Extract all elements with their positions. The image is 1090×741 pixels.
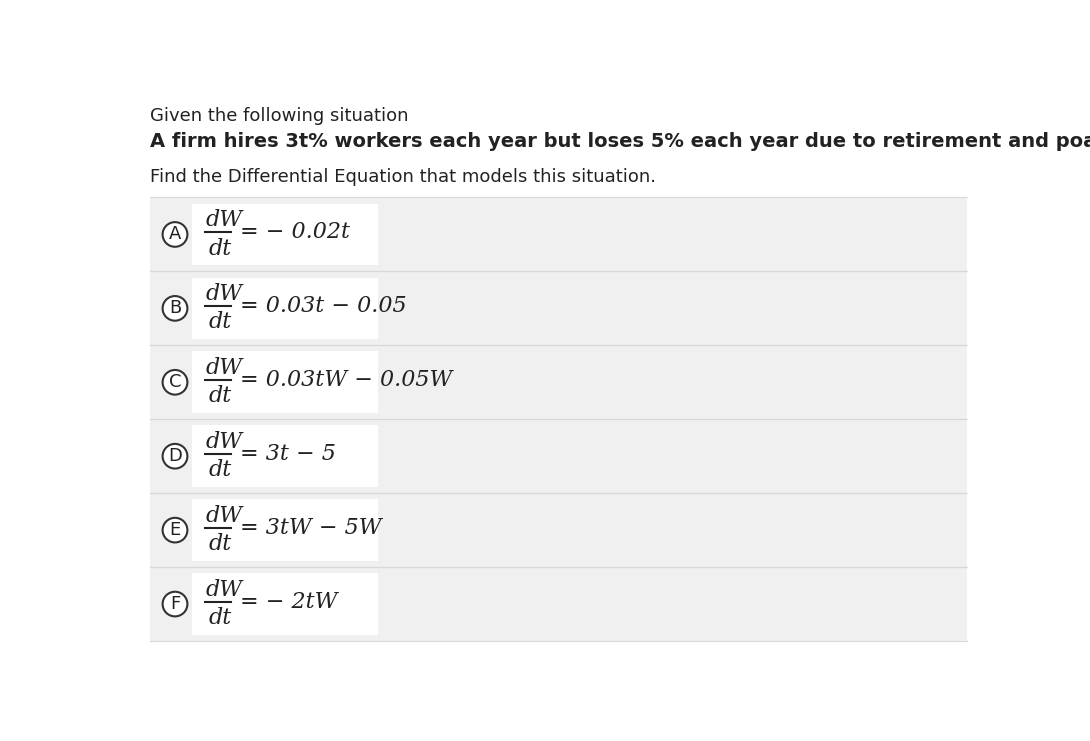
Text: F: F [170, 595, 180, 613]
FancyBboxPatch shape [150, 271, 967, 345]
FancyBboxPatch shape [192, 574, 378, 635]
Circle shape [162, 518, 187, 542]
Text: dt: dt [208, 534, 231, 555]
Text: dt: dt [208, 311, 231, 333]
FancyBboxPatch shape [192, 499, 378, 561]
Text: B: B [169, 299, 181, 317]
Text: Find the Differential Equation that models this situation.: Find the Differential Equation that mode… [150, 168, 656, 186]
Text: dW: dW [206, 357, 243, 379]
Text: A: A [169, 225, 181, 244]
Circle shape [162, 222, 187, 247]
FancyBboxPatch shape [150, 419, 967, 494]
FancyBboxPatch shape [192, 278, 378, 339]
Text: Given the following situation: Given the following situation [150, 107, 409, 124]
Text: dW: dW [206, 431, 243, 453]
FancyBboxPatch shape [192, 425, 378, 487]
Text: = 3t − 5: = 3t − 5 [240, 443, 336, 465]
Text: dt: dt [208, 238, 231, 259]
Circle shape [162, 296, 187, 321]
FancyBboxPatch shape [150, 494, 967, 567]
FancyBboxPatch shape [150, 198, 967, 271]
Circle shape [162, 592, 187, 617]
Text: dt: dt [208, 385, 231, 408]
Text: dt: dt [208, 607, 231, 629]
FancyBboxPatch shape [150, 567, 967, 641]
Circle shape [162, 444, 187, 468]
Text: = 0.03tW − 0.05W: = 0.03tW − 0.05W [240, 369, 452, 391]
Text: dW: dW [206, 579, 243, 601]
Text: dW: dW [206, 505, 243, 527]
Text: E: E [169, 521, 181, 539]
FancyBboxPatch shape [192, 204, 378, 265]
Text: D: D [168, 448, 182, 465]
Text: dW: dW [206, 210, 243, 231]
Text: = 3tW − 5W: = 3tW − 5W [240, 516, 382, 539]
FancyBboxPatch shape [150, 345, 967, 419]
Text: = − 2tW: = − 2tW [240, 591, 338, 613]
Text: = 0.03t − 0.05: = 0.03t − 0.05 [240, 295, 407, 317]
Text: A firm hires 3t% workers each year but loses 5% each year due to retirement and : A firm hires 3t% workers each year but l… [150, 132, 1090, 151]
Text: dW: dW [206, 283, 243, 305]
Text: dt: dt [208, 459, 231, 482]
Text: = − 0.02t: = − 0.02t [240, 221, 350, 243]
FancyBboxPatch shape [192, 351, 378, 413]
Text: C: C [169, 373, 181, 391]
Circle shape [162, 370, 187, 395]
